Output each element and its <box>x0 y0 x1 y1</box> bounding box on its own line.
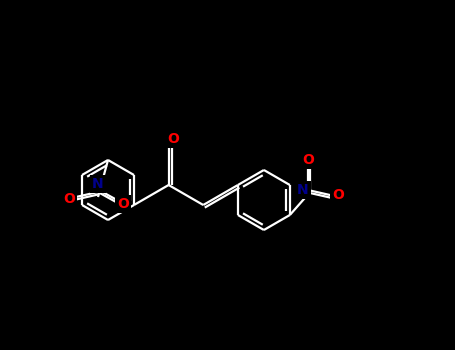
Text: O: O <box>302 153 314 167</box>
Text: N: N <box>92 177 104 191</box>
Text: N: N <box>297 183 308 197</box>
Text: O: O <box>63 192 75 206</box>
Text: O: O <box>168 132 180 146</box>
Text: O: O <box>117 197 129 211</box>
Text: O: O <box>332 188 344 202</box>
